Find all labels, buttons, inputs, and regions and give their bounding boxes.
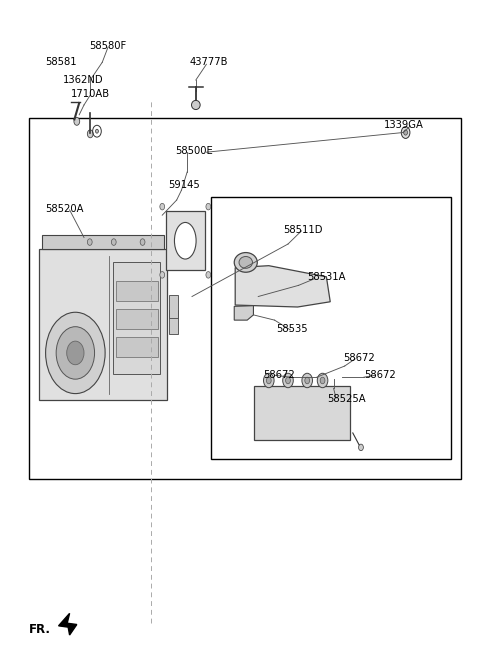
Ellipse shape xyxy=(266,377,271,384)
Circle shape xyxy=(359,444,363,451)
Text: FR.: FR. xyxy=(29,623,51,636)
Ellipse shape xyxy=(317,373,328,388)
Polygon shape xyxy=(235,266,330,307)
Text: 1362ND: 1362ND xyxy=(62,75,103,85)
Ellipse shape xyxy=(174,222,196,259)
Circle shape xyxy=(111,239,116,245)
Circle shape xyxy=(188,239,193,245)
Ellipse shape xyxy=(320,377,325,384)
Text: 1339GA: 1339GA xyxy=(384,119,424,130)
Ellipse shape xyxy=(239,256,252,268)
Circle shape xyxy=(404,130,408,135)
Text: 58672: 58672 xyxy=(343,352,375,363)
Bar xyxy=(116,281,158,302)
Ellipse shape xyxy=(234,253,257,272)
Text: 58535: 58535 xyxy=(276,324,308,335)
Polygon shape xyxy=(59,613,77,635)
Ellipse shape xyxy=(264,373,274,388)
Text: 58672: 58672 xyxy=(263,370,295,380)
Circle shape xyxy=(74,117,80,125)
Circle shape xyxy=(140,239,145,245)
Circle shape xyxy=(169,239,174,245)
Text: 58525A: 58525A xyxy=(327,394,366,404)
Text: 59145: 59145 xyxy=(168,180,200,190)
Text: 58500E: 58500E xyxy=(175,146,213,156)
Ellipse shape xyxy=(283,373,293,388)
Text: 1710AB: 1710AB xyxy=(71,89,110,100)
Bar xyxy=(113,262,160,374)
Text: 43777B: 43777B xyxy=(190,57,228,68)
Text: 58580F: 58580F xyxy=(89,41,126,51)
Bar xyxy=(116,309,158,329)
Bar xyxy=(42,235,164,249)
Circle shape xyxy=(160,272,165,278)
Bar xyxy=(169,310,178,333)
Bar xyxy=(254,386,350,440)
Ellipse shape xyxy=(192,100,200,110)
Ellipse shape xyxy=(305,377,310,384)
Bar xyxy=(166,211,205,270)
Bar xyxy=(169,295,178,318)
Circle shape xyxy=(46,312,105,394)
Circle shape xyxy=(160,203,165,210)
Bar xyxy=(211,197,451,459)
Text: 58520A: 58520A xyxy=(46,203,84,214)
Text: 58511D: 58511D xyxy=(283,224,323,235)
Bar xyxy=(39,249,167,400)
Text: 58672: 58672 xyxy=(364,370,396,380)
Circle shape xyxy=(56,327,95,379)
Circle shape xyxy=(96,129,98,133)
Ellipse shape xyxy=(286,377,290,384)
Text: 58531A: 58531A xyxy=(307,272,346,282)
Bar xyxy=(116,337,158,357)
Ellipse shape xyxy=(302,373,312,388)
Circle shape xyxy=(206,203,211,210)
Bar xyxy=(29,118,461,479)
Polygon shape xyxy=(234,306,253,320)
Text: 58581: 58581 xyxy=(46,57,77,68)
Circle shape xyxy=(67,341,84,365)
Circle shape xyxy=(87,239,92,245)
Circle shape xyxy=(401,127,410,138)
Circle shape xyxy=(206,272,211,278)
Circle shape xyxy=(87,130,93,138)
